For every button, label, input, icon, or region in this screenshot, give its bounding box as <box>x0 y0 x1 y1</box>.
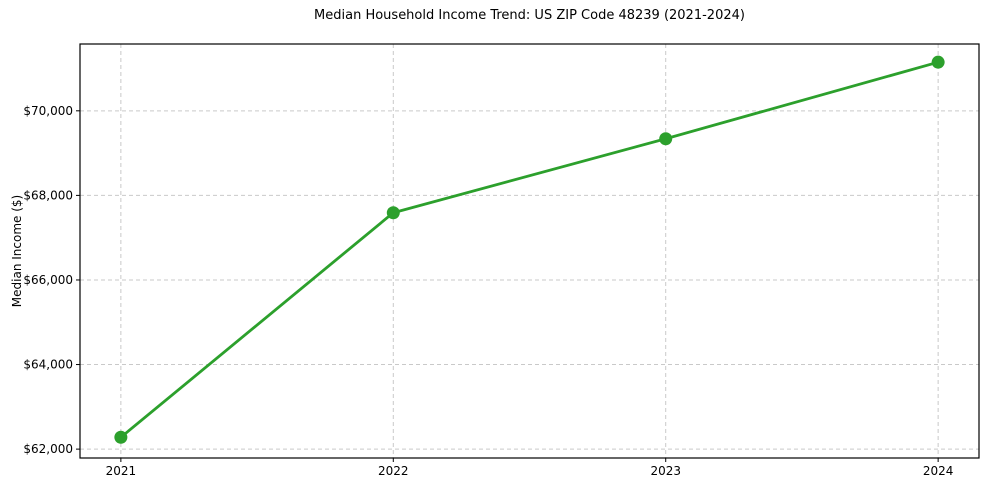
x-tick-label: 2022 <box>378 464 409 478</box>
data-point-2022 <box>386 206 400 220</box>
x-tick-label: 2021 <box>106 464 137 478</box>
plot-border <box>79 43 980 459</box>
income-trend-line <box>119 60 940 439</box>
y-tick-label: $66,000 <box>23 273 73 287</box>
y-tick-label: $70,000 <box>23 104 73 118</box>
y-tick-label: $62,000 <box>23 442 73 456</box>
data-point-2021 <box>114 430 128 444</box>
data-point-2024 <box>931 55 945 69</box>
data-point-2023 <box>659 132 673 146</box>
y-tick-label: $68,000 <box>23 188 73 202</box>
x-tick-label: 2023 <box>650 464 681 478</box>
y-tick-label: $64,000 <box>23 358 73 372</box>
chart-title: Median Household Income Trend: US ZIP Co… <box>314 8 745 23</box>
x-tick-label: 2024 <box>923 464 954 478</box>
